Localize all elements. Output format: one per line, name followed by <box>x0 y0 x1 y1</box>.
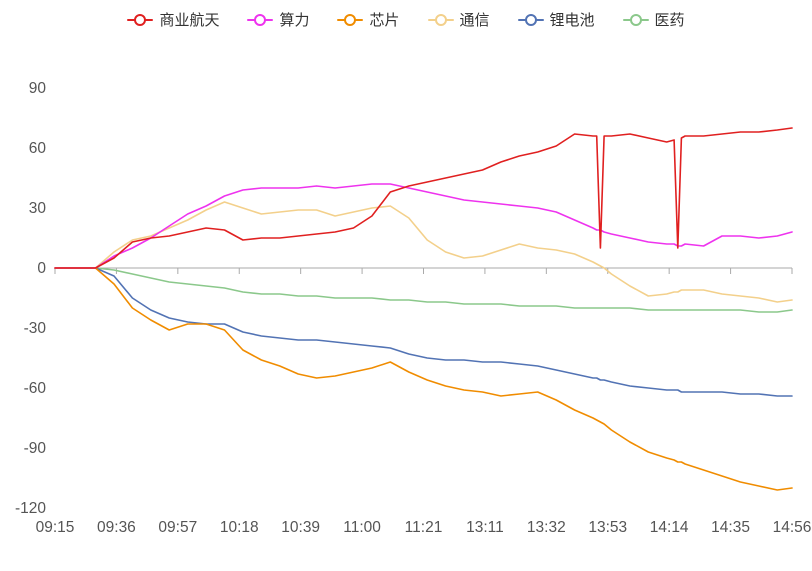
legend-line-circle-icon <box>518 13 544 28</box>
y-axis-label: -60 <box>24 380 47 397</box>
legend-line-circle-icon <box>623 13 649 28</box>
legend-label: 算力 <box>279 13 309 28</box>
y-axis-label: -90 <box>24 440 47 457</box>
x-axis-label: 09:36 <box>97 519 136 536</box>
x-axis-label: 11:00 <box>343 519 381 536</box>
legend-item-chips[interactable]: 芯片 <box>337 13 399 28</box>
legend-line-circle-icon <box>247 13 273 28</box>
x-axis-label: 13:32 <box>527 519 566 536</box>
x-axis-label: 10:39 <box>281 519 320 536</box>
x-axis-label: 14:14 <box>650 519 689 536</box>
y-axis-label: 60 <box>29 140 47 157</box>
legend-label: 商业航天 <box>159 13 219 28</box>
legend-line-circle-icon <box>127 13 153 28</box>
y-axis-label: -30 <box>24 320 47 337</box>
legend-item-commercial-aerospace[interactable]: 商业航天 <box>127 13 219 28</box>
series-line-commercial-aerospace <box>55 128 792 268</box>
x-axis-label: 09:15 <box>36 519 75 536</box>
legend-item-computing-power[interactable]: 算力 <box>247 13 309 28</box>
legend-item-lithium-battery[interactable]: 锂电池 <box>518 13 595 28</box>
legend-line-circle-icon <box>428 13 454 28</box>
x-axis-label: 09:57 <box>158 519 197 536</box>
series-line-telecom <box>55 202 792 302</box>
x-axis-label: 14:56 <box>773 519 812 536</box>
series-line-lithium-battery <box>55 268 792 396</box>
plot-area: 90 60 30 0 -30 -60 -90 -120 09:15 09:36 09:57 10:18… <box>0 36 812 566</box>
y-axis-label: -120 <box>15 500 46 517</box>
y-axis-label: 90 <box>29 80 47 97</box>
legend-label: 通信 <box>460 13 490 28</box>
y-axis-label: 30 <box>29 200 47 217</box>
legend-item-pharma[interactable]: 医药 <box>623 13 685 28</box>
chart-legend: 商业航天 算力 芯片 通信 锂电池 医药 <box>0 0 812 36</box>
x-axis-label: 10:18 <box>220 519 259 536</box>
legend-label: 医药 <box>655 13 685 28</box>
legend-label: 锂电池 <box>550 13 595 28</box>
y-axis-label: 0 <box>37 260 46 277</box>
sector-intraday-chart: 商业航天 算力 芯片 通信 锂电池 医药 90 60 30 0 -30 -60 -90 -120 09:1… <box>0 0 812 566</box>
x-axis-label: 13:11 <box>466 519 504 536</box>
x-axis-label: 14:35 <box>711 519 750 536</box>
x-axis-label: 13:53 <box>588 519 627 536</box>
legend-line-circle-icon <box>337 13 363 28</box>
series-line-computing-power <box>55 184 792 268</box>
legend-label: 芯片 <box>369 13 399 28</box>
legend-item-telecom[interactable]: 通信 <box>428 13 490 28</box>
x-axis-label: 11:21 <box>405 519 443 536</box>
